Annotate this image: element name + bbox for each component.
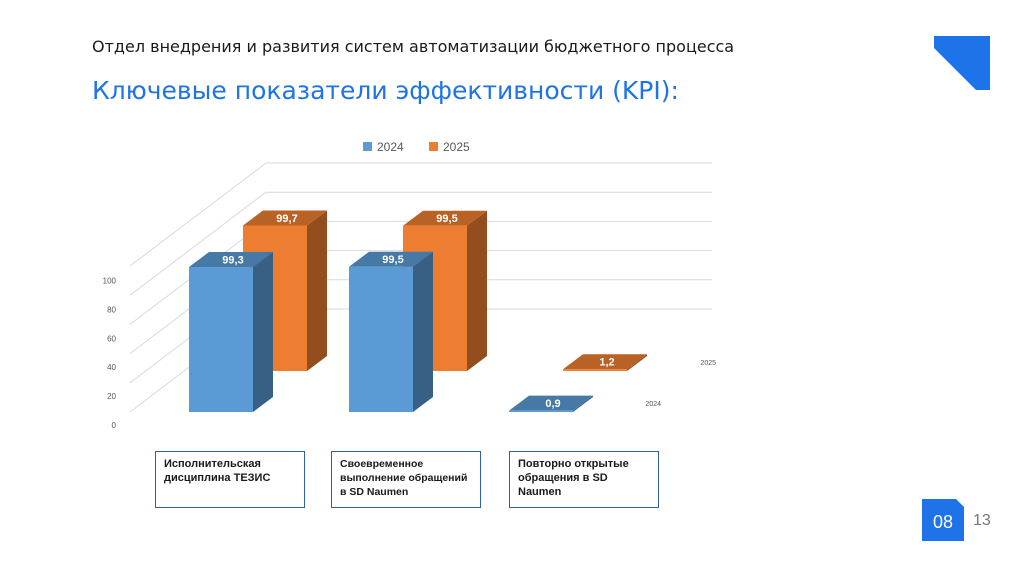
category-label-2: Своевременное выполнение обращений в SD … xyxy=(331,451,481,508)
page-number: 13 xyxy=(973,512,991,529)
bar-top xyxy=(349,251,433,267)
bar-front xyxy=(189,267,253,412)
bar-value-label: 1,2 xyxy=(599,357,614,369)
bar-side xyxy=(627,354,647,371)
grid-line-side xyxy=(129,191,267,296)
legend-label-2025: 2025 xyxy=(443,140,470,154)
bar-top xyxy=(563,354,647,370)
legend-swatch-2024 xyxy=(363,142,372,151)
grid-line-side xyxy=(129,162,267,267)
bar-2024-3: 0,9 xyxy=(509,395,593,412)
bar-2024-2: 99,5 xyxy=(349,251,433,412)
y-axis-ticks: 0 20 40 60 80 100 xyxy=(103,276,117,430)
legend-label-2024: 2024 xyxy=(377,140,404,154)
y-tick-label: 40 xyxy=(107,363,116,372)
bar-side xyxy=(467,210,487,371)
page-title: Ключевые показатели эффективности (KPI): xyxy=(92,76,679,105)
y-tick-label: 20 xyxy=(107,392,116,401)
bar-2025-2: 99,5 xyxy=(403,210,487,371)
bar-front xyxy=(563,369,627,371)
slide-badge: 08 xyxy=(922,499,964,541)
bar-side xyxy=(573,395,593,412)
bar-top xyxy=(509,395,593,411)
bar-front xyxy=(509,410,573,412)
bar-2025-1: 99,7 xyxy=(243,210,327,371)
bar-2025-3: 1,2 xyxy=(563,354,647,371)
y-tick-label: 0 xyxy=(112,421,117,430)
bar-value-label: 99,3 xyxy=(222,255,243,267)
category-label-1: Исполнительская дисциплина ТЕЗИС xyxy=(155,451,305,508)
depth-label-2024: 2024 xyxy=(645,401,661,408)
bar-value-label: 99,5 xyxy=(436,213,457,225)
bar-top xyxy=(243,210,327,226)
depth-label-2025: 2025 xyxy=(700,360,716,367)
bar-side xyxy=(413,251,433,412)
bar-side xyxy=(307,210,327,371)
bar-front xyxy=(349,266,413,412)
department-heading: Отдел внедрения и развития систем автома… xyxy=(92,37,735,56)
chart-legend: 2024 2025 xyxy=(363,140,470,154)
bar-value-label: 0,9 xyxy=(545,398,560,410)
chart-bars: 99,7 99,5 1,2 99,3 99,5 0,9 xyxy=(189,210,647,412)
bar-value-label: 99,7 xyxy=(276,213,297,225)
y-tick-label: 60 xyxy=(107,334,116,343)
slide-badge-text: 08 xyxy=(933,512,953,532)
bar-side xyxy=(253,252,273,412)
bar-top xyxy=(403,210,487,226)
y-tick-label: 80 xyxy=(107,305,116,314)
category-label-3: Повторно открытые обращения в SD Naumen xyxy=(509,451,659,508)
depth-axis-labels: 2025 2024 xyxy=(645,360,716,408)
legend-swatch-2025 xyxy=(429,142,438,151)
y-tick-label: 100 xyxy=(103,276,117,285)
bar-top xyxy=(189,252,273,268)
bar-2024-1: 99,3 xyxy=(189,252,273,412)
corner-logo xyxy=(934,36,990,90)
bar-value-label: 99,5 xyxy=(382,254,403,266)
